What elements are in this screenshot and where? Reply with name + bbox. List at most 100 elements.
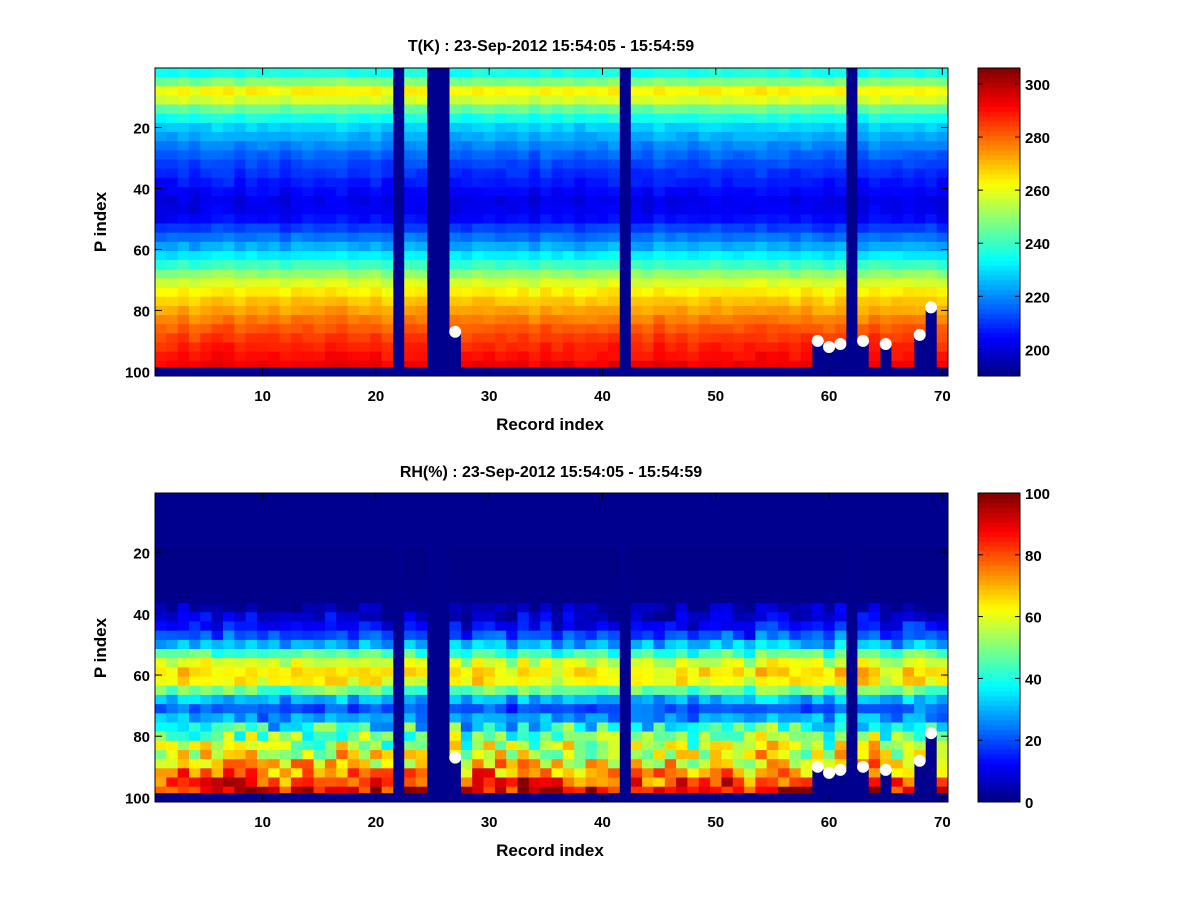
heatmap-cell bbox=[290, 630, 303, 641]
heatmap-cell bbox=[823, 612, 836, 622]
heatmap-cell bbox=[460, 278, 473, 288]
heatmap-cell bbox=[596, 159, 609, 169]
heatmap-cell bbox=[177, 759, 190, 769]
heatmap-cell bbox=[766, 324, 779, 334]
heatmap-cell bbox=[166, 168, 178, 179]
heatmap-cell bbox=[687, 575, 700, 586]
heatmap-cell bbox=[166, 621, 178, 632]
heatmap-cell bbox=[189, 603, 201, 613]
heatmap-cell bbox=[642, 584, 654, 595]
heatmap-cell bbox=[800, 575, 813, 586]
heatmap-cell bbox=[257, 575, 269, 586]
heatmap-cell bbox=[324, 704, 337, 714]
heatmap-cell bbox=[211, 324, 224, 334]
heatmap-cell bbox=[166, 186, 178, 197]
heatmap-cell bbox=[710, 159, 722, 169]
heatmap-cell bbox=[257, 722, 269, 733]
heatmap-cell bbox=[279, 750, 292, 760]
heatmap-cell bbox=[732, 214, 745, 224]
heatmap-cell bbox=[415, 502, 428, 512]
heatmap-cell bbox=[279, 360, 292, 368]
heatmap-cell bbox=[483, 538, 496, 549]
heatmap-cell bbox=[800, 305, 813, 316]
heatmap-cell bbox=[177, 251, 190, 261]
heatmap-cell bbox=[834, 196, 847, 206]
heatmap-cell bbox=[483, 232, 496, 243]
heatmap-cell bbox=[664, 324, 677, 334]
heatmap-cell bbox=[789, 566, 802, 576]
heatmap-cell bbox=[211, 351, 224, 362]
heatmap-cell bbox=[585, 566, 598, 576]
heatmap-cell bbox=[664, 232, 677, 243]
heatmap-cell bbox=[857, 159, 870, 169]
heatmap-cell bbox=[347, 315, 360, 325]
heatmap-cell bbox=[834, 168, 847, 179]
heatmap-cell bbox=[789, 493, 802, 503]
heatmap-cell bbox=[223, 731, 235, 742]
heatmap-cell bbox=[166, 113, 178, 124]
heatmap-cell bbox=[596, 538, 609, 549]
heatmap-cell bbox=[370, 296, 382, 307]
heatmap-cell bbox=[642, 740, 654, 751]
heatmap-cell bbox=[540, 529, 552, 540]
heatmap-cell bbox=[936, 538, 949, 549]
heatmap-cell bbox=[721, 777, 734, 788]
heatmap-cell bbox=[596, 278, 609, 288]
heatmap-cell bbox=[494, 86, 507, 96]
heatmap-cell bbox=[800, 731, 813, 742]
heatmap-cell bbox=[687, 511, 700, 521]
heatmap-cell bbox=[257, 557, 269, 567]
heatmap-cell bbox=[596, 548, 609, 558]
heatmap-cell bbox=[823, 548, 836, 558]
heatmap-cell bbox=[642, 132, 654, 142]
heatmap-cell bbox=[460, 122, 473, 133]
heatmap-cell bbox=[664, 658, 677, 668]
heatmap-cell bbox=[585, 639, 598, 650]
heatmap-cell bbox=[857, 548, 870, 558]
heatmap-cell bbox=[710, 86, 722, 96]
heatmap-cell bbox=[891, 548, 904, 558]
heatmap-cell bbox=[698, 141, 711, 151]
heatmap-cell bbox=[857, 122, 870, 133]
heatmap-cell bbox=[302, 186, 314, 197]
heatmap-cell bbox=[358, 685, 371, 696]
heatmap-cell bbox=[732, 269, 745, 279]
heatmap-cell bbox=[155, 649, 167, 659]
heatmap-cell bbox=[925, 548, 937, 558]
colorbar-segment bbox=[978, 536, 1020, 542]
heatmap-cell bbox=[721, 750, 734, 760]
heatmap-cell bbox=[155, 630, 167, 641]
heatmap-cell bbox=[347, 177, 360, 188]
colorbar-tick-label: 20 bbox=[1025, 733, 1042, 750]
heatmap-cell bbox=[936, 104, 949, 115]
heatmap-cell bbox=[506, 360, 518, 368]
heatmap-cell bbox=[211, 511, 224, 521]
colorbar-segment bbox=[978, 758, 1020, 764]
heatmap-cell bbox=[902, 538, 915, 549]
heatmap-cell bbox=[778, 132, 790, 142]
heatmap-cell bbox=[925, 538, 937, 549]
heatmap-cell bbox=[608, 594, 620, 604]
heatmap-cell bbox=[936, 740, 949, 751]
heatmap-cell bbox=[517, 603, 530, 613]
heatmap-cell bbox=[653, 168, 666, 179]
heatmap-cell bbox=[290, 538, 303, 549]
heatmap-cell bbox=[336, 658, 348, 668]
heatmap-cell bbox=[834, 269, 847, 279]
heatmap-cell bbox=[460, 186, 473, 197]
heatmap-cell bbox=[313, 168, 326, 179]
heatmap-cell bbox=[925, 269, 937, 279]
heatmap-cell bbox=[189, 186, 201, 197]
heatmap-cell bbox=[936, 557, 949, 567]
heatmap-cell bbox=[608, 186, 620, 197]
heatmap-cell bbox=[868, 529, 881, 540]
heatmap-cell bbox=[755, 557, 768, 567]
heatmap-cell bbox=[676, 315, 688, 325]
heatmap-cell bbox=[528, 186, 541, 197]
heatmap-cell bbox=[324, 740, 337, 751]
heatmap-cell bbox=[200, 529, 212, 540]
heatmap-cell bbox=[358, 141, 371, 151]
heatmap-cell bbox=[936, 704, 949, 714]
heatmap-cell bbox=[812, 214, 824, 224]
heatmap-cell bbox=[245, 186, 258, 197]
